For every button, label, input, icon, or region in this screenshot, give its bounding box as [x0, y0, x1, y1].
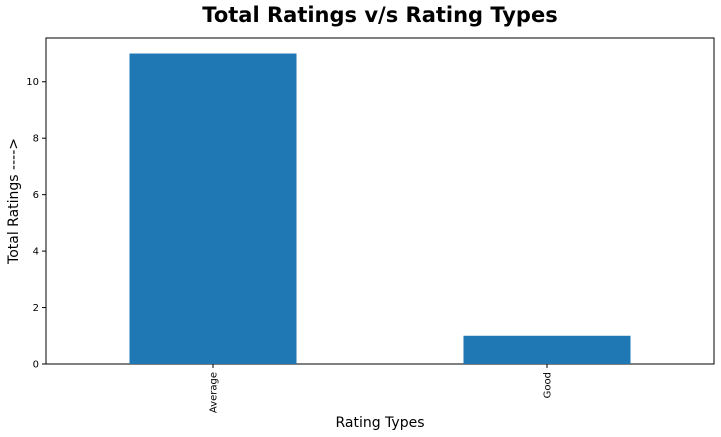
chart-title: Total Ratings v/s Rating Types — [202, 3, 557, 27]
y-tick-label: 2 — [33, 303, 39, 314]
y-tick-label: 4 — [33, 247, 39, 258]
plot-area — [45, 37, 715, 365]
bars-group — [129, 53, 631, 365]
y-tick-label: 6 — [33, 190, 39, 201]
x-axis: Average Good — [209, 364, 554, 413]
bar-good — [463, 335, 631, 364]
x-tick-label: Average — [209, 372, 220, 413]
bar-average — [129, 53, 297, 365]
x-tick-label: Good — [543, 372, 554, 398]
y-tick-label: 10 — [26, 77, 39, 88]
y-axis-label: Total Ratings ----> — [6, 138, 22, 265]
y-tick-label: 0 — [33, 360, 39, 371]
y-tick-label: 8 — [33, 134, 39, 145]
y-axis: 0 2 4 6 8 10 — [26, 77, 46, 371]
x-axis-label: Rating Types — [335, 415, 424, 431]
